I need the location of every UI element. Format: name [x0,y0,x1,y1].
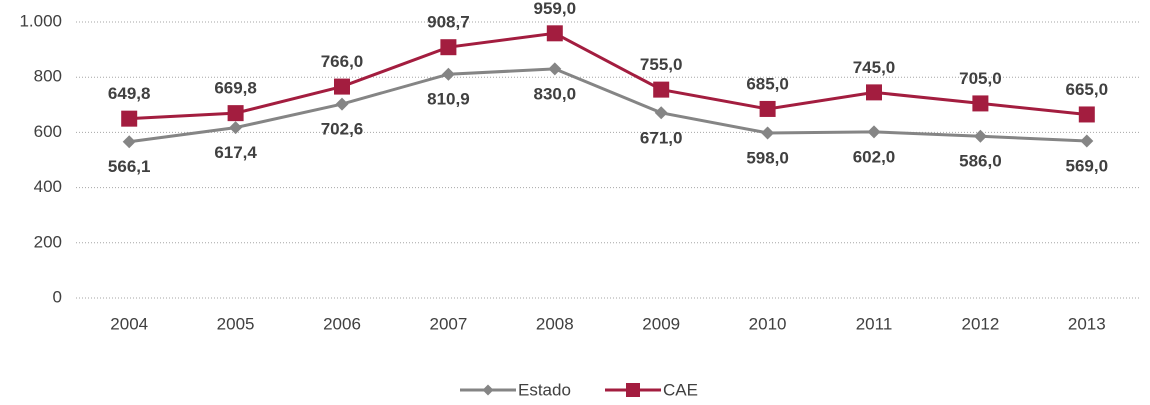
marker [761,126,775,140]
marker [548,62,562,76]
y-tick-label: 0 [53,287,62,306]
legend-marker [482,384,494,396]
data-label: 685,0 [746,74,789,93]
marker [653,81,670,98]
line [129,67,1087,144]
data-label: 617,4 [214,143,257,162]
data-label: 908,7 [427,13,470,32]
x-tick-label: 2010 [749,314,787,333]
line [129,31,1087,121]
marker [441,67,455,81]
marker [121,110,138,127]
x-tick-label: 2007 [429,314,467,333]
marker [1078,106,1095,123]
x-tick-label: 2006 [323,314,361,333]
data-label: 671,0 [640,128,683,147]
marker [227,105,244,122]
legend-item: CAE [605,380,698,399]
x-tick-label: 2004 [110,314,148,333]
marker [335,97,349,111]
marker [546,25,563,42]
marker [334,78,350,95]
data-label: 755,0 [640,55,683,74]
x-tick-label: 2012 [961,314,999,333]
data-label: 598,0 [746,148,789,167]
legend-label: CAE [663,380,698,399]
marker [867,125,881,139]
data-label: 586,0 [959,152,1002,171]
data-label: 569,0 [1066,156,1109,175]
data-label: 959,0 [534,0,577,18]
marker [973,129,987,143]
marker [122,135,136,149]
data-label: 566,1 [108,157,151,176]
data-label: 810,9 [427,90,470,109]
x-tick-label: 2009 [642,314,680,333]
marker [759,100,776,117]
x-tick-label: 2011 [856,314,893,333]
data-label: 665,0 [1066,80,1109,99]
y-tick-label: 1.000 [19,11,62,30]
marker [972,95,989,112]
series: 649,8 669,8 766,0 908,7 959,0 755,0 685,0 745,0… [108,0,1108,127]
legend-label: Estado [518,380,571,399]
x-tick-label: 2008 [536,314,574,333]
y-tick-label: 600 [34,122,62,141]
data-label: 830,0 [534,84,577,103]
y-tick-label: 400 [34,177,62,196]
x-tick-label: 2005 [217,314,255,333]
legend-marker [626,383,640,397]
marker [440,39,457,56]
marker [866,84,882,101]
data-label: 705,0 [959,69,1002,88]
marker [1080,134,1094,148]
series: 566,1 617,4 702,6 810,9 830,0 671,0 598,0 602,0… [108,62,1108,176]
data-label: 745,0 [853,58,896,77]
data-label: 766,0 [321,52,364,71]
legend-item: Estado [460,380,571,399]
data-label: 669,8 [214,79,257,98]
data-label: 602,0 [853,147,896,166]
data-label: 649,8 [108,84,151,103]
y-tick-label: 800 [34,67,62,86]
x-tick-label: 2013 [1068,314,1106,333]
data-label: 702,6 [321,120,364,139]
marker [229,121,243,135]
y-tick-label: 200 [34,232,62,251]
marker [654,106,668,120]
